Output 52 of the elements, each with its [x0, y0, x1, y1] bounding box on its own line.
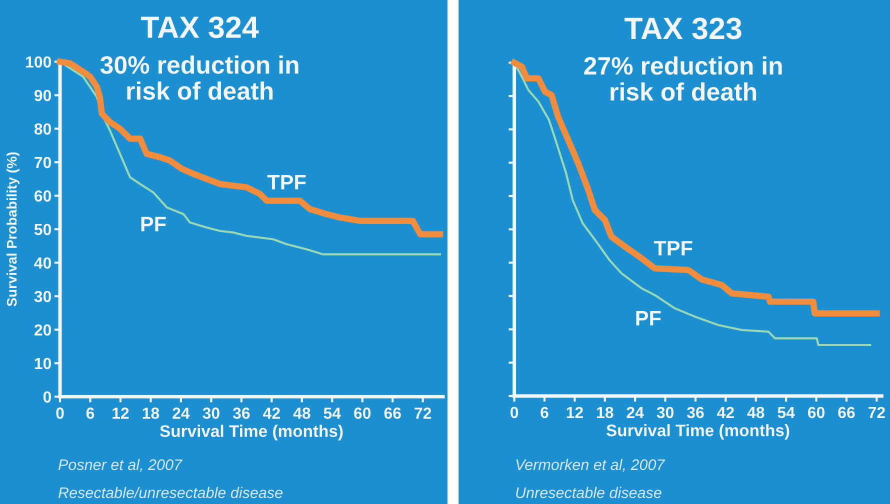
x-axis-title: Survival Time (months) [606, 424, 790, 440]
x-tick-label: 60 [808, 406, 824, 418]
y-tick-label: 80 [34, 123, 52, 135]
x-tick-label: 72 [414, 408, 432, 419]
text: Unresectable disease [516, 486, 662, 498]
series-label: TPF [654, 241, 692, 256]
y-tick-label: 30 [34, 290, 52, 302]
x-tick-label: 36 [232, 408, 250, 419]
chart-title: TAX 323 [624, 18, 742, 40]
x-tick-label: 0 [56, 408, 64, 419]
y-tick-label: 20 [34, 324, 52, 336]
series-label: TPF [267, 175, 306, 190]
x-tick-label: 48 [747, 406, 764, 418]
x-tick-label: 6 [540, 406, 548, 418]
y-tick-label: 50 [34, 224, 52, 236]
y-axis-title: Survival Probability (%) [6, 152, 20, 306]
x-tick-label: 66 [838, 406, 855, 418]
x-tick-label: 30 [202, 408, 220, 419]
text: Posner et al, 2007 [58, 458, 182, 472]
x-tick-label: 0 [510, 406, 518, 418]
x-tick-label: 24 [172, 408, 190, 419]
x-tick-label: 66 [384, 408, 401, 419]
y-tick-label: 70 [34, 156, 52, 168]
x-tick-label: 54 [324, 408, 341, 419]
y-tick-label: 10 [34, 358, 52, 370]
x-tick-label: 60 [354, 408, 371, 419]
y-tick-label: 0 [43, 391, 52, 403]
x-axis-title: Survival Time (months) [160, 424, 343, 440]
chart-subtitle: 27% reduction in risk of death [584, 56, 782, 101]
x-tick-label: 18 [142, 408, 160, 419]
y-tick-label: 60 [34, 190, 52, 202]
x-tick-label: 42 [263, 408, 280, 419]
x-tick-label: 12 [566, 406, 583, 418]
x-tick-label: 30 [656, 406, 674, 418]
text: Vermorken et al, 2007 [516, 458, 666, 472]
y-tick-label: 100 [26, 56, 52, 68]
x-tick-label: 54 [778, 407, 795, 418]
x-tick-label: 36 [686, 406, 704, 418]
x-tick-label: 72 [868, 406, 885, 418]
text: Resectable/unresectable disease [58, 486, 282, 498]
x-tick-label: 24 [626, 406, 644, 418]
chart-subtitle: 30% reduction in risk of death [100, 55, 298, 100]
x-tick-label: 42 [717, 406, 734, 418]
chart-title: TAX 324 [140, 16, 259, 38]
x-tick-label: 6 [86, 408, 94, 419]
y-tick-label: 90 [34, 90, 52, 102]
x-tick-label: 18 [597, 406, 614, 418]
series-label: PF [141, 216, 166, 232]
y-tick-label: 40 [34, 257, 52, 269]
series-label: PF [636, 311, 661, 326]
x-tick-label: 48 [293, 408, 310, 419]
x-tick-label: 12 [112, 408, 129, 419]
